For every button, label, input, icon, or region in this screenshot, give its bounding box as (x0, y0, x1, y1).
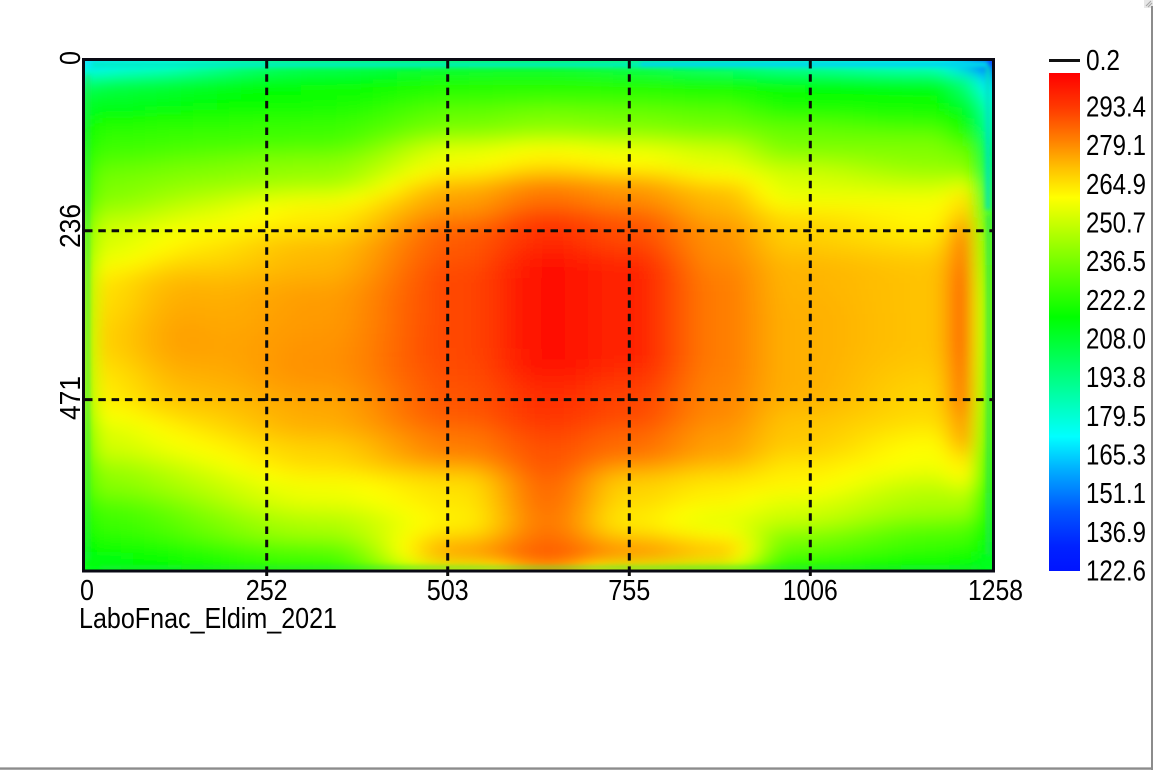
svg-text:222.2: 222.2 (1086, 285, 1146, 317)
svg-text:179.5: 179.5 (1086, 401, 1146, 433)
svg-text:250.7: 250.7 (1086, 208, 1146, 240)
svg-text:471: 471 (55, 376, 87, 420)
svg-text:208.0: 208.0 (1086, 324, 1146, 356)
svg-text:264.9: 264.9 (1086, 169, 1146, 201)
svg-text:0: 0 (80, 575, 94, 607)
svg-text:755: 755 (608, 575, 650, 607)
svg-text:0.2: 0.2 (1086, 45, 1120, 77)
svg-text:1258: 1258 (968, 575, 1023, 607)
svg-text:165.3: 165.3 (1086, 439, 1146, 471)
svg-text:293.4: 293.4 (1086, 92, 1146, 124)
svg-text:252: 252 (246, 575, 288, 607)
svg-text:236: 236 (55, 204, 87, 248)
svg-text:503: 503 (427, 575, 469, 607)
svg-text:1006: 1006 (783, 575, 838, 607)
svg-text:279.1: 279.1 (1086, 130, 1146, 162)
svg-text:LaboFnac_Eldim_2021: LaboFnac_Eldim_2021 (79, 603, 337, 635)
svg-text:122.6: 122.6 (1086, 555, 1146, 587)
svg-text:151.1: 151.1 (1086, 478, 1146, 510)
svg-text:236.5: 236.5 (1086, 246, 1146, 278)
svg-text:193.8: 193.8 (1086, 362, 1146, 394)
svg-text:136.9: 136.9 (1086, 517, 1146, 549)
svg-text:0: 0 (55, 51, 87, 65)
